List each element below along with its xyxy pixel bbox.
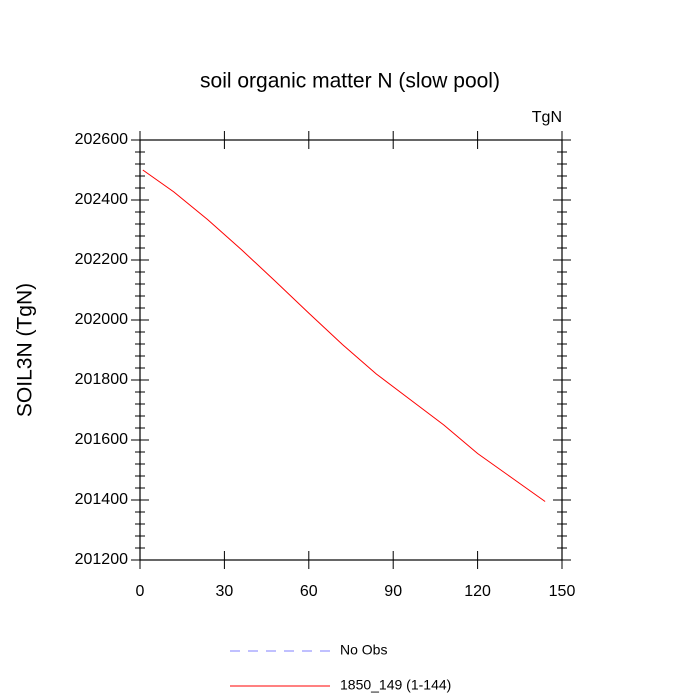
plot-frame — [139, 139, 563, 561]
y-tick-label: 202000 — [75, 311, 128, 328]
x-tick-label: 0 — [136, 583, 145, 600]
y-tick-label: 202600 — [75, 131, 128, 148]
y-tick-label: 202200 — [75, 251, 128, 268]
x-tick-label: 30 — [216, 583, 234, 600]
legend-label: No Obs — [340, 642, 387, 658]
x-tick-label: 90 — [384, 583, 402, 600]
y-tick-label: 201200 — [75, 551, 128, 568]
y-tick-label: 201800 — [75, 371, 128, 388]
chart-title: soil organic matter N (slow pool) — [200, 70, 500, 93]
x-tick-label: 150 — [549, 583, 576, 600]
x-tick-label: 60 — [300, 583, 318, 600]
y-tick-label: 202400 — [75, 191, 128, 208]
legend-label: 1850_149 (1-144) — [340, 677, 451, 693]
y-axis-label: SOIL3N (TgN) — [14, 283, 37, 417]
y-tick-label: 201600 — [75, 431, 128, 448]
x-tick-label: 120 — [464, 583, 491, 600]
y-tick-label: 201400 — [75, 491, 128, 508]
units-label: TgN — [532, 109, 562, 126]
data-line — [142, 169, 546, 502]
